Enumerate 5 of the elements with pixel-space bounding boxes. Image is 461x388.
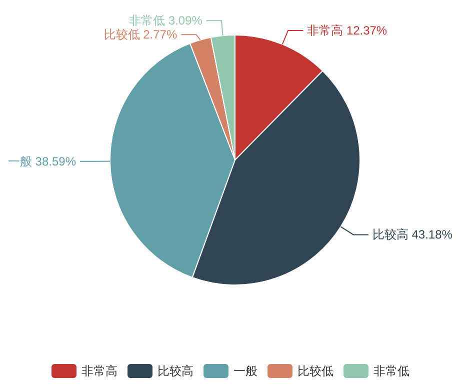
legend-label: 一般 (234, 364, 258, 378)
legend-label: 非常高 (82, 364, 118, 378)
legend-label: 比较高 (158, 364, 194, 378)
legend-label: 比较低 (298, 364, 334, 378)
legend-label: 非常低 (374, 364, 410, 378)
